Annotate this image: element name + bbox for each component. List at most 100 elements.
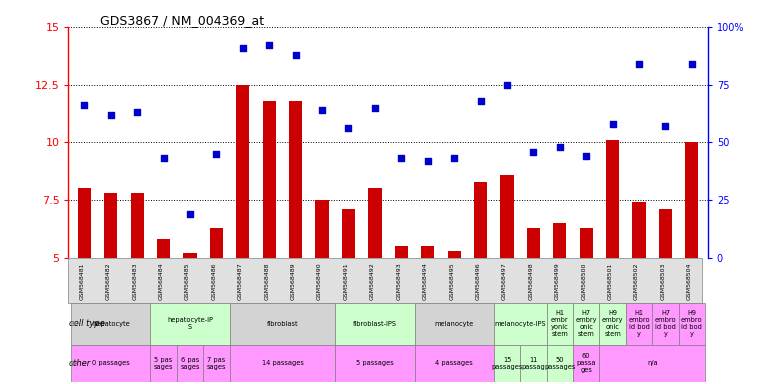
- Bar: [368, 189, 381, 258]
- Bar: [553, 223, 566, 258]
- Point: [607, 121, 619, 127]
- Bar: [230, 303, 336, 345]
- Text: 11
passag: 11 passag: [521, 357, 546, 370]
- Point: [105, 111, 117, 118]
- Bar: [652, 303, 679, 345]
- Point: [633, 61, 645, 67]
- Text: other: other: [68, 359, 91, 368]
- Text: H7
embro
id bod
y: H7 embro id bod y: [654, 310, 677, 337]
- Point: [659, 123, 671, 129]
- Text: GSM568488: GSM568488: [264, 263, 269, 300]
- Text: GSM568492: GSM568492: [370, 262, 375, 300]
- Point: [422, 158, 434, 164]
- Text: n/a: n/a: [647, 361, 658, 366]
- Text: 7 pas
sages: 7 pas sages: [207, 357, 226, 370]
- Text: GSM568498: GSM568498: [528, 262, 533, 300]
- Point: [78, 102, 91, 108]
- Text: H9
embry
onic
stem: H9 embry onic stem: [602, 310, 623, 337]
- Bar: [104, 193, 117, 258]
- Text: GSM568500: GSM568500: [581, 263, 586, 300]
- Text: 15
passages: 15 passages: [492, 357, 523, 370]
- Point: [316, 107, 328, 113]
- Text: 50
passages: 50 passages: [544, 357, 575, 370]
- Text: GSM568486: GSM568486: [212, 263, 216, 300]
- Text: GSM568502: GSM568502: [634, 263, 639, 300]
- Point: [527, 149, 540, 155]
- Text: fibroblast: fibroblast: [266, 321, 298, 327]
- Bar: [573, 303, 600, 345]
- Bar: [316, 200, 329, 258]
- Bar: [447, 251, 460, 258]
- Bar: [263, 101, 275, 258]
- Bar: [521, 345, 546, 382]
- Text: 60
passa
ges: 60 passa ges: [577, 353, 596, 373]
- Bar: [474, 182, 487, 258]
- Bar: [494, 303, 546, 345]
- Text: H9
embro
id bod
y: H9 embro id bod y: [681, 310, 702, 337]
- Bar: [342, 209, 355, 258]
- Bar: [659, 209, 672, 258]
- Point: [554, 144, 566, 150]
- Bar: [501, 175, 514, 258]
- Text: GSM568491: GSM568491: [343, 262, 349, 300]
- Text: H1
embr
yonic
stem: H1 embr yonic stem: [551, 310, 568, 337]
- Bar: [626, 303, 652, 345]
- Text: GSM568499: GSM568499: [555, 262, 560, 300]
- Bar: [336, 303, 415, 345]
- Text: 5 passages: 5 passages: [356, 361, 393, 366]
- Bar: [421, 246, 435, 258]
- Bar: [71, 345, 151, 382]
- Bar: [336, 345, 415, 382]
- Bar: [580, 228, 593, 258]
- Bar: [78, 189, 91, 258]
- Text: fibroblast-IPS: fibroblast-IPS: [353, 321, 397, 327]
- Text: H7
embry
onic
stem: H7 embry onic stem: [575, 310, 597, 337]
- Bar: [68, 258, 702, 303]
- Point: [686, 61, 698, 67]
- Point: [474, 98, 486, 104]
- Bar: [415, 345, 494, 382]
- Bar: [395, 246, 408, 258]
- Point: [395, 156, 407, 162]
- Bar: [546, 303, 573, 345]
- Point: [342, 126, 355, 132]
- Text: GSM568489: GSM568489: [291, 262, 296, 300]
- Point: [158, 156, 170, 162]
- Text: GSM568496: GSM568496: [476, 262, 480, 300]
- Bar: [415, 303, 494, 345]
- Bar: [494, 345, 521, 382]
- Text: GSM568494: GSM568494: [422, 262, 428, 300]
- Text: 14 passages: 14 passages: [262, 361, 304, 366]
- Bar: [600, 303, 626, 345]
- Point: [290, 51, 302, 58]
- Bar: [527, 228, 540, 258]
- Text: cell type: cell type: [68, 319, 104, 328]
- Bar: [131, 193, 144, 258]
- Bar: [685, 142, 699, 258]
- Text: GSM568497: GSM568497: [502, 262, 507, 300]
- Bar: [151, 345, 177, 382]
- Bar: [632, 202, 645, 258]
- Point: [184, 211, 196, 217]
- Point: [263, 42, 275, 48]
- Text: 0 passages: 0 passages: [92, 361, 129, 366]
- Bar: [183, 253, 196, 258]
- Bar: [71, 303, 151, 345]
- Bar: [203, 345, 230, 382]
- Text: GSM568501: GSM568501: [607, 263, 613, 300]
- Point: [131, 109, 143, 115]
- Text: H1
embro
id bod
y: H1 embro id bod y: [629, 310, 650, 337]
- Bar: [573, 345, 600, 382]
- Point: [210, 151, 222, 157]
- Point: [237, 45, 249, 51]
- Bar: [679, 303, 705, 345]
- Text: GSM568481: GSM568481: [79, 263, 84, 300]
- Bar: [600, 345, 705, 382]
- Bar: [546, 345, 573, 382]
- Bar: [177, 345, 203, 382]
- Bar: [289, 101, 302, 258]
- Bar: [157, 239, 170, 258]
- Text: GSM568495: GSM568495: [449, 262, 454, 300]
- Point: [580, 153, 592, 159]
- Bar: [230, 345, 336, 382]
